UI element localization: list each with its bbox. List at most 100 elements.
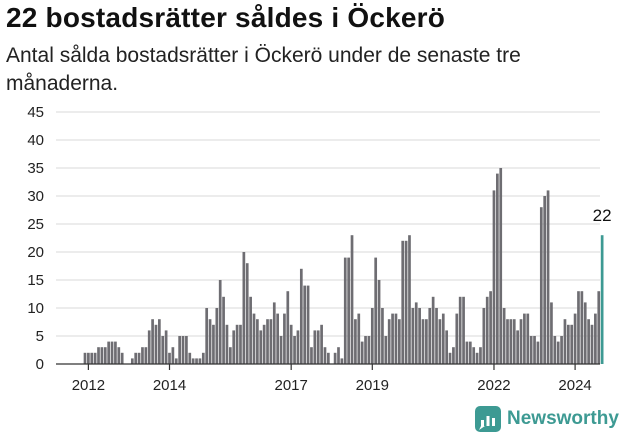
bar — [117, 347, 121, 364]
bar — [445, 330, 449, 364]
bar — [485, 296, 489, 364]
bar — [306, 285, 310, 364]
bar — [354, 319, 357, 364]
bar — [583, 302, 587, 364]
bar — [458, 296, 462, 364]
bar — [327, 352, 330, 364]
y-axis-labels: 0 5 10 15 20 25 30 35 40 45 — [27, 104, 44, 373]
bar — [421, 319, 425, 364]
bar — [343, 257, 347, 364]
bar — [242, 252, 246, 364]
bar — [431, 296, 435, 364]
y-tick-label: 0 — [36, 356, 44, 373]
bar — [482, 308, 486, 364]
bar — [310, 347, 313, 364]
bar — [161, 336, 165, 364]
bar — [506, 319, 509, 364]
bar — [536, 341, 540, 364]
bar — [370, 308, 374, 364]
bar — [391, 313, 394, 364]
bar-latest — [600, 235, 604, 364]
bar — [178, 336, 181, 364]
bar — [168, 352, 171, 364]
y-tick-label: 40 — [27, 132, 44, 149]
bar — [387, 319, 391, 364]
bar — [553, 336, 557, 364]
bar — [472, 347, 476, 364]
bar — [272, 302, 276, 364]
bar — [479, 347, 482, 364]
bar — [320, 324, 323, 364]
bar — [171, 347, 175, 364]
chart-title: 22 bostadsrätter såldes i Öckerö — [6, 2, 446, 33]
bar — [266, 319, 269, 364]
y-tick-label: 25 — [27, 216, 44, 233]
bar — [283, 313, 286, 364]
bar — [509, 319, 513, 364]
bar — [425, 319, 428, 364]
bar — [93, 352, 97, 364]
bar — [404, 240, 408, 364]
bar — [550, 302, 553, 364]
bar — [154, 324, 158, 364]
bar — [201, 352, 205, 364]
bar — [239, 324, 242, 364]
bar — [539, 207, 543, 364]
bar — [441, 313, 445, 364]
y-tick-label: 45 — [27, 104, 44, 121]
bar — [228, 347, 232, 364]
bar — [489, 291, 492, 364]
bar — [384, 336, 388, 364]
bar — [198, 358, 202, 364]
bar — [452, 347, 455, 364]
bar — [499, 168, 503, 364]
bar — [337, 347, 340, 364]
x-tick-label: 2024 — [558, 377, 591, 394]
bar — [130, 358, 134, 364]
bar — [577, 291, 580, 364]
bar — [465, 341, 469, 364]
bar — [367, 336, 371, 364]
y-tick-label: 30 — [27, 188, 44, 205]
bar — [87, 352, 90, 364]
latest-value-label: 22 — [593, 206, 612, 225]
bar — [333, 352, 337, 364]
bar — [533, 336, 536, 364]
bar — [350, 235, 354, 364]
bar — [90, 352, 94, 364]
bar — [316, 330, 320, 364]
bar — [181, 336, 185, 364]
bar — [293, 336, 296, 364]
bar — [597, 291, 601, 364]
bar — [543, 196, 547, 364]
bar — [523, 313, 526, 364]
bar — [360, 341, 364, 364]
bar — [141, 347, 144, 364]
bar — [144, 347, 148, 364]
bar — [252, 313, 256, 364]
bar — [279, 336, 283, 364]
bar — [269, 319, 273, 364]
bar — [428, 308, 432, 364]
bar — [212, 324, 215, 364]
bar — [502, 308, 506, 364]
bar — [573, 313, 577, 364]
x-tick-label: 2012 — [72, 377, 105, 394]
bar — [408, 235, 411, 364]
bar — [262, 324, 266, 364]
bar — [103, 347, 107, 364]
bar — [147, 330, 151, 364]
annotations: 22 — [593, 206, 612, 225]
bar — [323, 347, 327, 364]
bar — [313, 330, 317, 364]
x-tick-label: 2014 — [153, 377, 186, 394]
bar — [137, 352, 141, 364]
x-tick-label: 2017 — [274, 377, 307, 394]
y-tick-label: 5 — [36, 328, 44, 345]
bar — [232, 330, 236, 364]
y-tick-label: 20 — [27, 244, 44, 261]
bar — [587, 319, 590, 364]
bar — [120, 352, 124, 364]
bar — [411, 308, 415, 364]
